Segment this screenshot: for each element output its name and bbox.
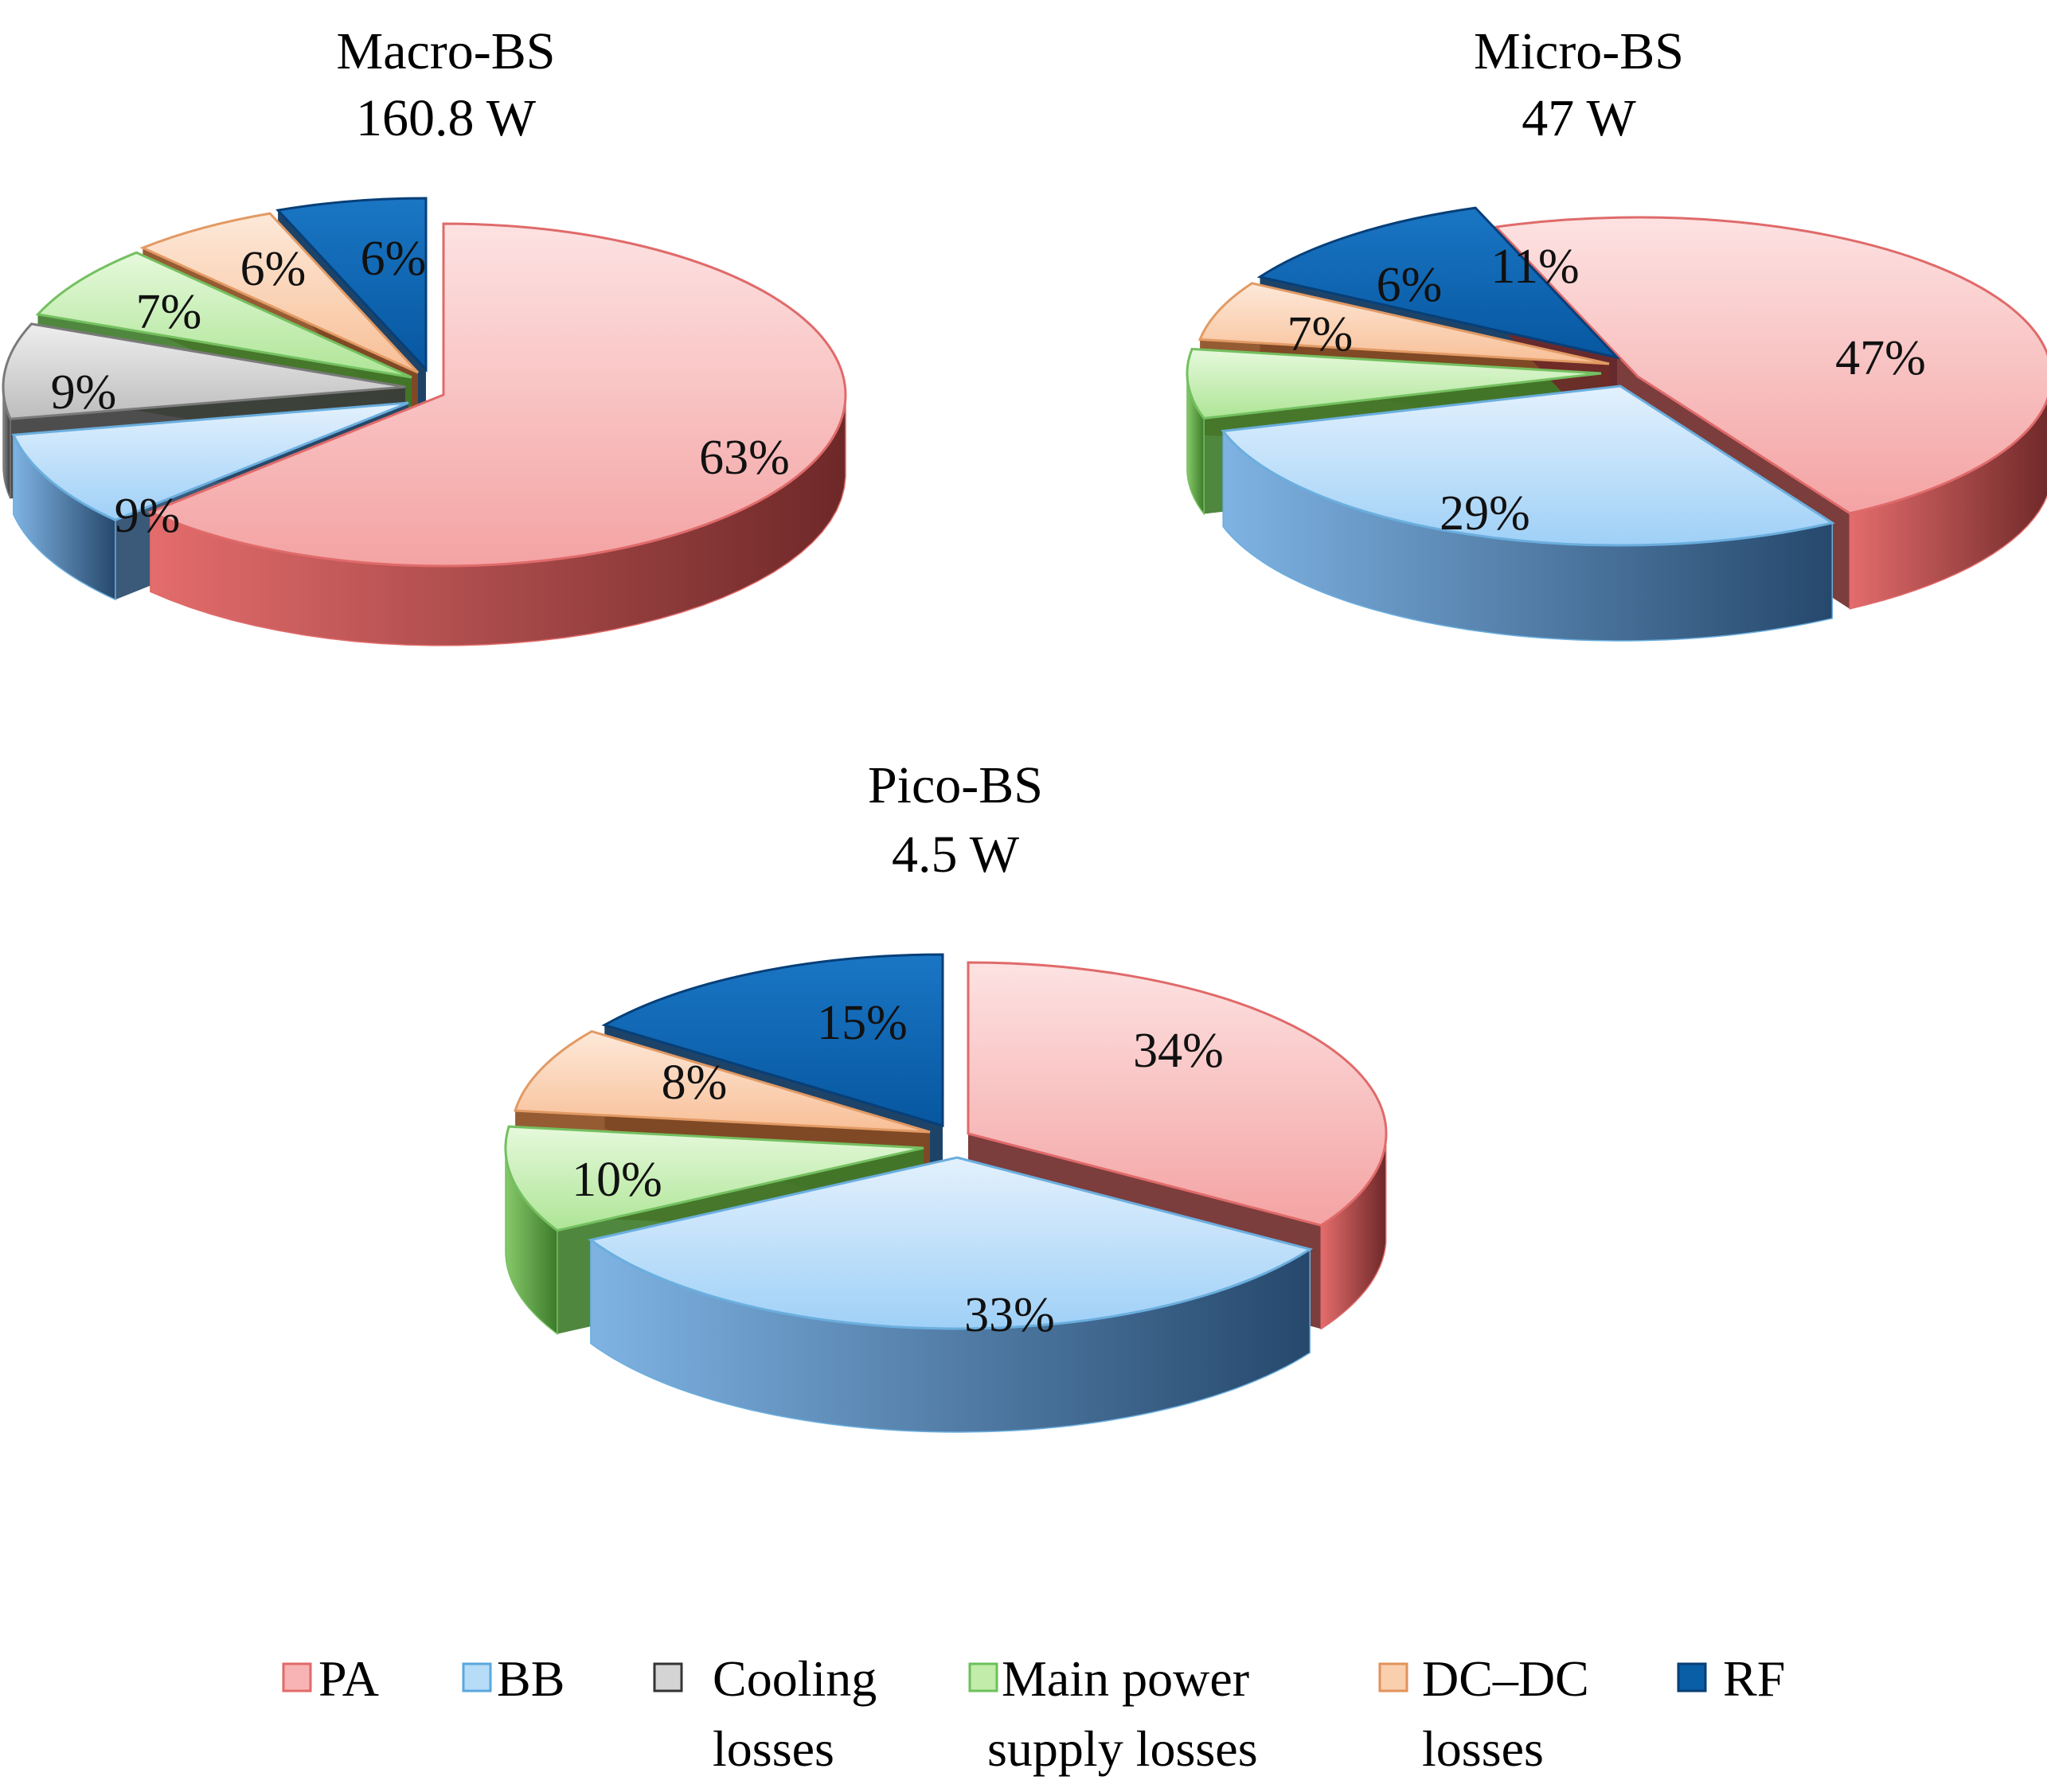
pie-slices bbox=[1186, 206, 2047, 642]
slice-dc-dc-losses bbox=[1197, 282, 1610, 365]
legend-item-pa: PA bbox=[282, 1650, 379, 1707]
slice-pa bbox=[967, 961, 1388, 1227]
legend-label-cooling-1: Cooling bbox=[713, 1650, 877, 1707]
chart-title: Macro-BS bbox=[337, 22, 556, 80]
data-label-main-power: 7% bbox=[136, 285, 202, 339]
legend-label-main-power-2: supply losses bbox=[987, 1720, 1258, 1777]
slice-pa bbox=[1494, 216, 2047, 515]
pie-slices bbox=[2, 197, 847, 646]
legend-item-main-power: Main power supply losses bbox=[968, 1650, 1258, 1777]
legend-swatch-dcdc bbox=[1378, 1662, 1408, 1692]
legend-item-rf: RF bbox=[1677, 1650, 1785, 1707]
slice-main-power-supply-losses bbox=[1186, 347, 1602, 420]
data-label-bb: 29% bbox=[1440, 486, 1530, 541]
legend-label-rf: RF bbox=[1723, 1650, 1785, 1707]
legend-swatch-pa bbox=[282, 1662, 312, 1692]
legend-swatch-rf bbox=[1677, 1662, 1707, 1692]
chart-subtitle: 160.8 W bbox=[356, 89, 537, 147]
legend-item-dcdc: DC–DC losses bbox=[1378, 1650, 1589, 1777]
legend: PA BB Cooling losses Main power supply l… bbox=[282, 1650, 1785, 1777]
slice-main-power-supply-losses bbox=[504, 1125, 924, 1232]
slice-dc-dc-losses bbox=[139, 212, 420, 374]
chart-title: Micro-BS bbox=[1474, 22, 1684, 80]
slice-main-power-supply-losses bbox=[35, 251, 412, 379]
slice-dc-dc-losses bbox=[514, 1029, 931, 1134]
legend-label-cooling-2: losses bbox=[713, 1720, 834, 1777]
data-label-pa: 63% bbox=[699, 431, 790, 485]
data-label-bb: 9% bbox=[115, 489, 181, 543]
pie-chart-micro-bs: Micro-BS 47 W 47% 29% 7% 6% 11% bbox=[1186, 22, 2047, 642]
slice-pa bbox=[147, 222, 847, 568]
data-labels: 63% 9% 9% 7% 6% 6% bbox=[51, 232, 790, 543]
data-label-dcdc: 6% bbox=[1377, 258, 1443, 312]
legend-label-main-power-1: Main power bbox=[1002, 1650, 1249, 1707]
slice-cooling-losses bbox=[2, 322, 406, 420]
data-labels: 34% 33% 10% 8% 15% bbox=[572, 996, 1224, 1342]
data-label-dcdc: 8% bbox=[662, 1056, 728, 1110]
pie-slices bbox=[504, 953, 1388, 1433]
slice-rf bbox=[1256, 206, 1621, 360]
data-label-pa: 47% bbox=[1835, 331, 1926, 385]
legend-label-dcdc-2: losses bbox=[1422, 1720, 1544, 1777]
slice-bb bbox=[588, 1156, 1313, 1330]
legend-swatch-bb bbox=[462, 1662, 492, 1692]
data-label-main-power: 10% bbox=[572, 1153, 662, 1207]
legend-swatch-main-power bbox=[968, 1662, 998, 1692]
legend-item-bb: BB bbox=[462, 1650, 564, 1707]
data-label-rf: 6% bbox=[361, 232, 427, 286]
slice-bb bbox=[11, 401, 409, 521]
data-label-main-power: 7% bbox=[1287, 307, 1354, 361]
data-label-rf: 15% bbox=[817, 996, 908, 1050]
pie-chart-pico-bs: Pico-BS 4.5 W 34% 33% 10% 8% 15% bbox=[504, 756, 1388, 1433]
chart-title: Pico-BS bbox=[868, 756, 1043, 814]
data-labels: 47% 29% 7% 6% 11% bbox=[1287, 240, 1926, 541]
chart-subtitle: 47 W bbox=[1522, 89, 1636, 147]
slice-rf bbox=[275, 197, 428, 373]
legend-label-pa: PA bbox=[318, 1650, 379, 1707]
data-label-pa: 34% bbox=[1133, 1024, 1224, 1078]
slice-rf bbox=[601, 953, 944, 1128]
legend-label-bb: BB bbox=[497, 1650, 564, 1707]
data-label-dcdc: 6% bbox=[240, 242, 307, 296]
legend-swatch-cooling bbox=[653, 1662, 683, 1692]
pie-chart-macro-bs: Macro-BS 160.8 W 63% 9% 9% 7% 6% 6% bbox=[2, 22, 847, 646]
slice-bb bbox=[1221, 385, 1836, 547]
legend-item-cooling: Cooling losses bbox=[653, 1650, 877, 1777]
data-label-bb: 33% bbox=[964, 1288, 1055, 1342]
legend-label-dcdc-1: DC–DC bbox=[1422, 1650, 1589, 1707]
data-label-rf: 11% bbox=[1490, 240, 1579, 294]
data-label-cooling: 9% bbox=[51, 365, 117, 420]
chart-subtitle: 4.5 W bbox=[892, 826, 1020, 884]
